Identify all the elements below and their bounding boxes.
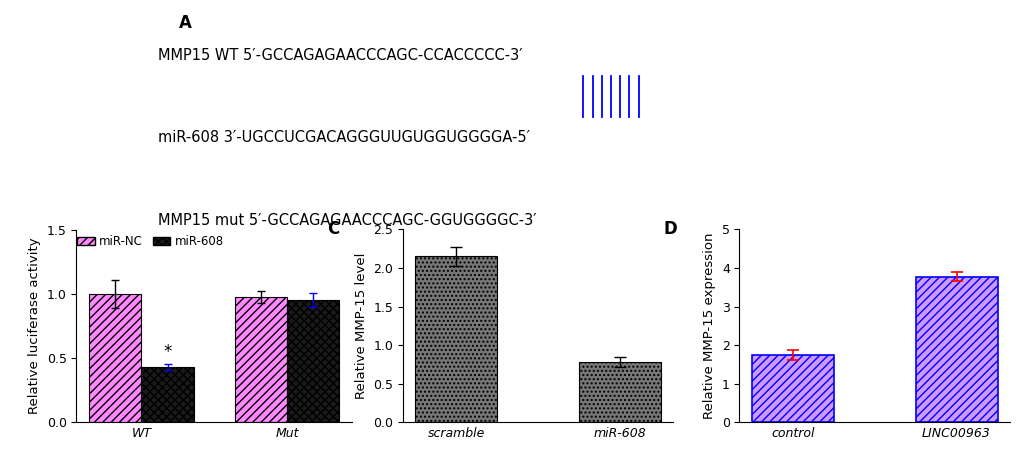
Text: C: C [327, 220, 339, 238]
Text: *: * [163, 343, 171, 361]
Bar [915, 276, 997, 422]
Text: D: D [663, 220, 677, 238]
Bar [579, 362, 660, 422]
Text: A: A [178, 14, 192, 32]
Y-axis label: Relative luciferase activity: Relative luciferase activity [29, 238, 41, 414]
Bar [142, 367, 194, 422]
Legend: miR-NC, miR-608: miR-NC, miR-608 [76, 235, 224, 248]
Bar [415, 257, 496, 422]
Bar [751, 355, 833, 422]
Text: MMP15 WT 5′-GCCAGAGAACCCAGC-CCACCCCC-3′: MMP15 WT 5′-GCCAGAGAACCCAGC-CCACCCCC-3′ [158, 48, 522, 62]
Text: miR-608 3′-UGCCUCGACAGGGUUGUGGUGGGGA-5′: miR-608 3′-UGCCUCGACAGGGUUGUGGUGGGGA-5′ [158, 130, 530, 145]
Bar [89, 294, 142, 422]
Bar [234, 297, 286, 422]
Y-axis label: Relative MMP-15 level: Relative MMP-15 level [355, 253, 367, 399]
Bar [286, 300, 339, 422]
Text: MMP15 mut 5′-GCCAGAGAACCCAGC-GGUGGGGC-3′: MMP15 mut 5′-GCCAGAGAACCCAGC-GGUGGGGC-3′ [158, 213, 536, 228]
Text: mutant: mutant [579, 252, 624, 265]
Y-axis label: Relative MMP-15 expression: Relative MMP-15 expression [702, 233, 715, 419]
